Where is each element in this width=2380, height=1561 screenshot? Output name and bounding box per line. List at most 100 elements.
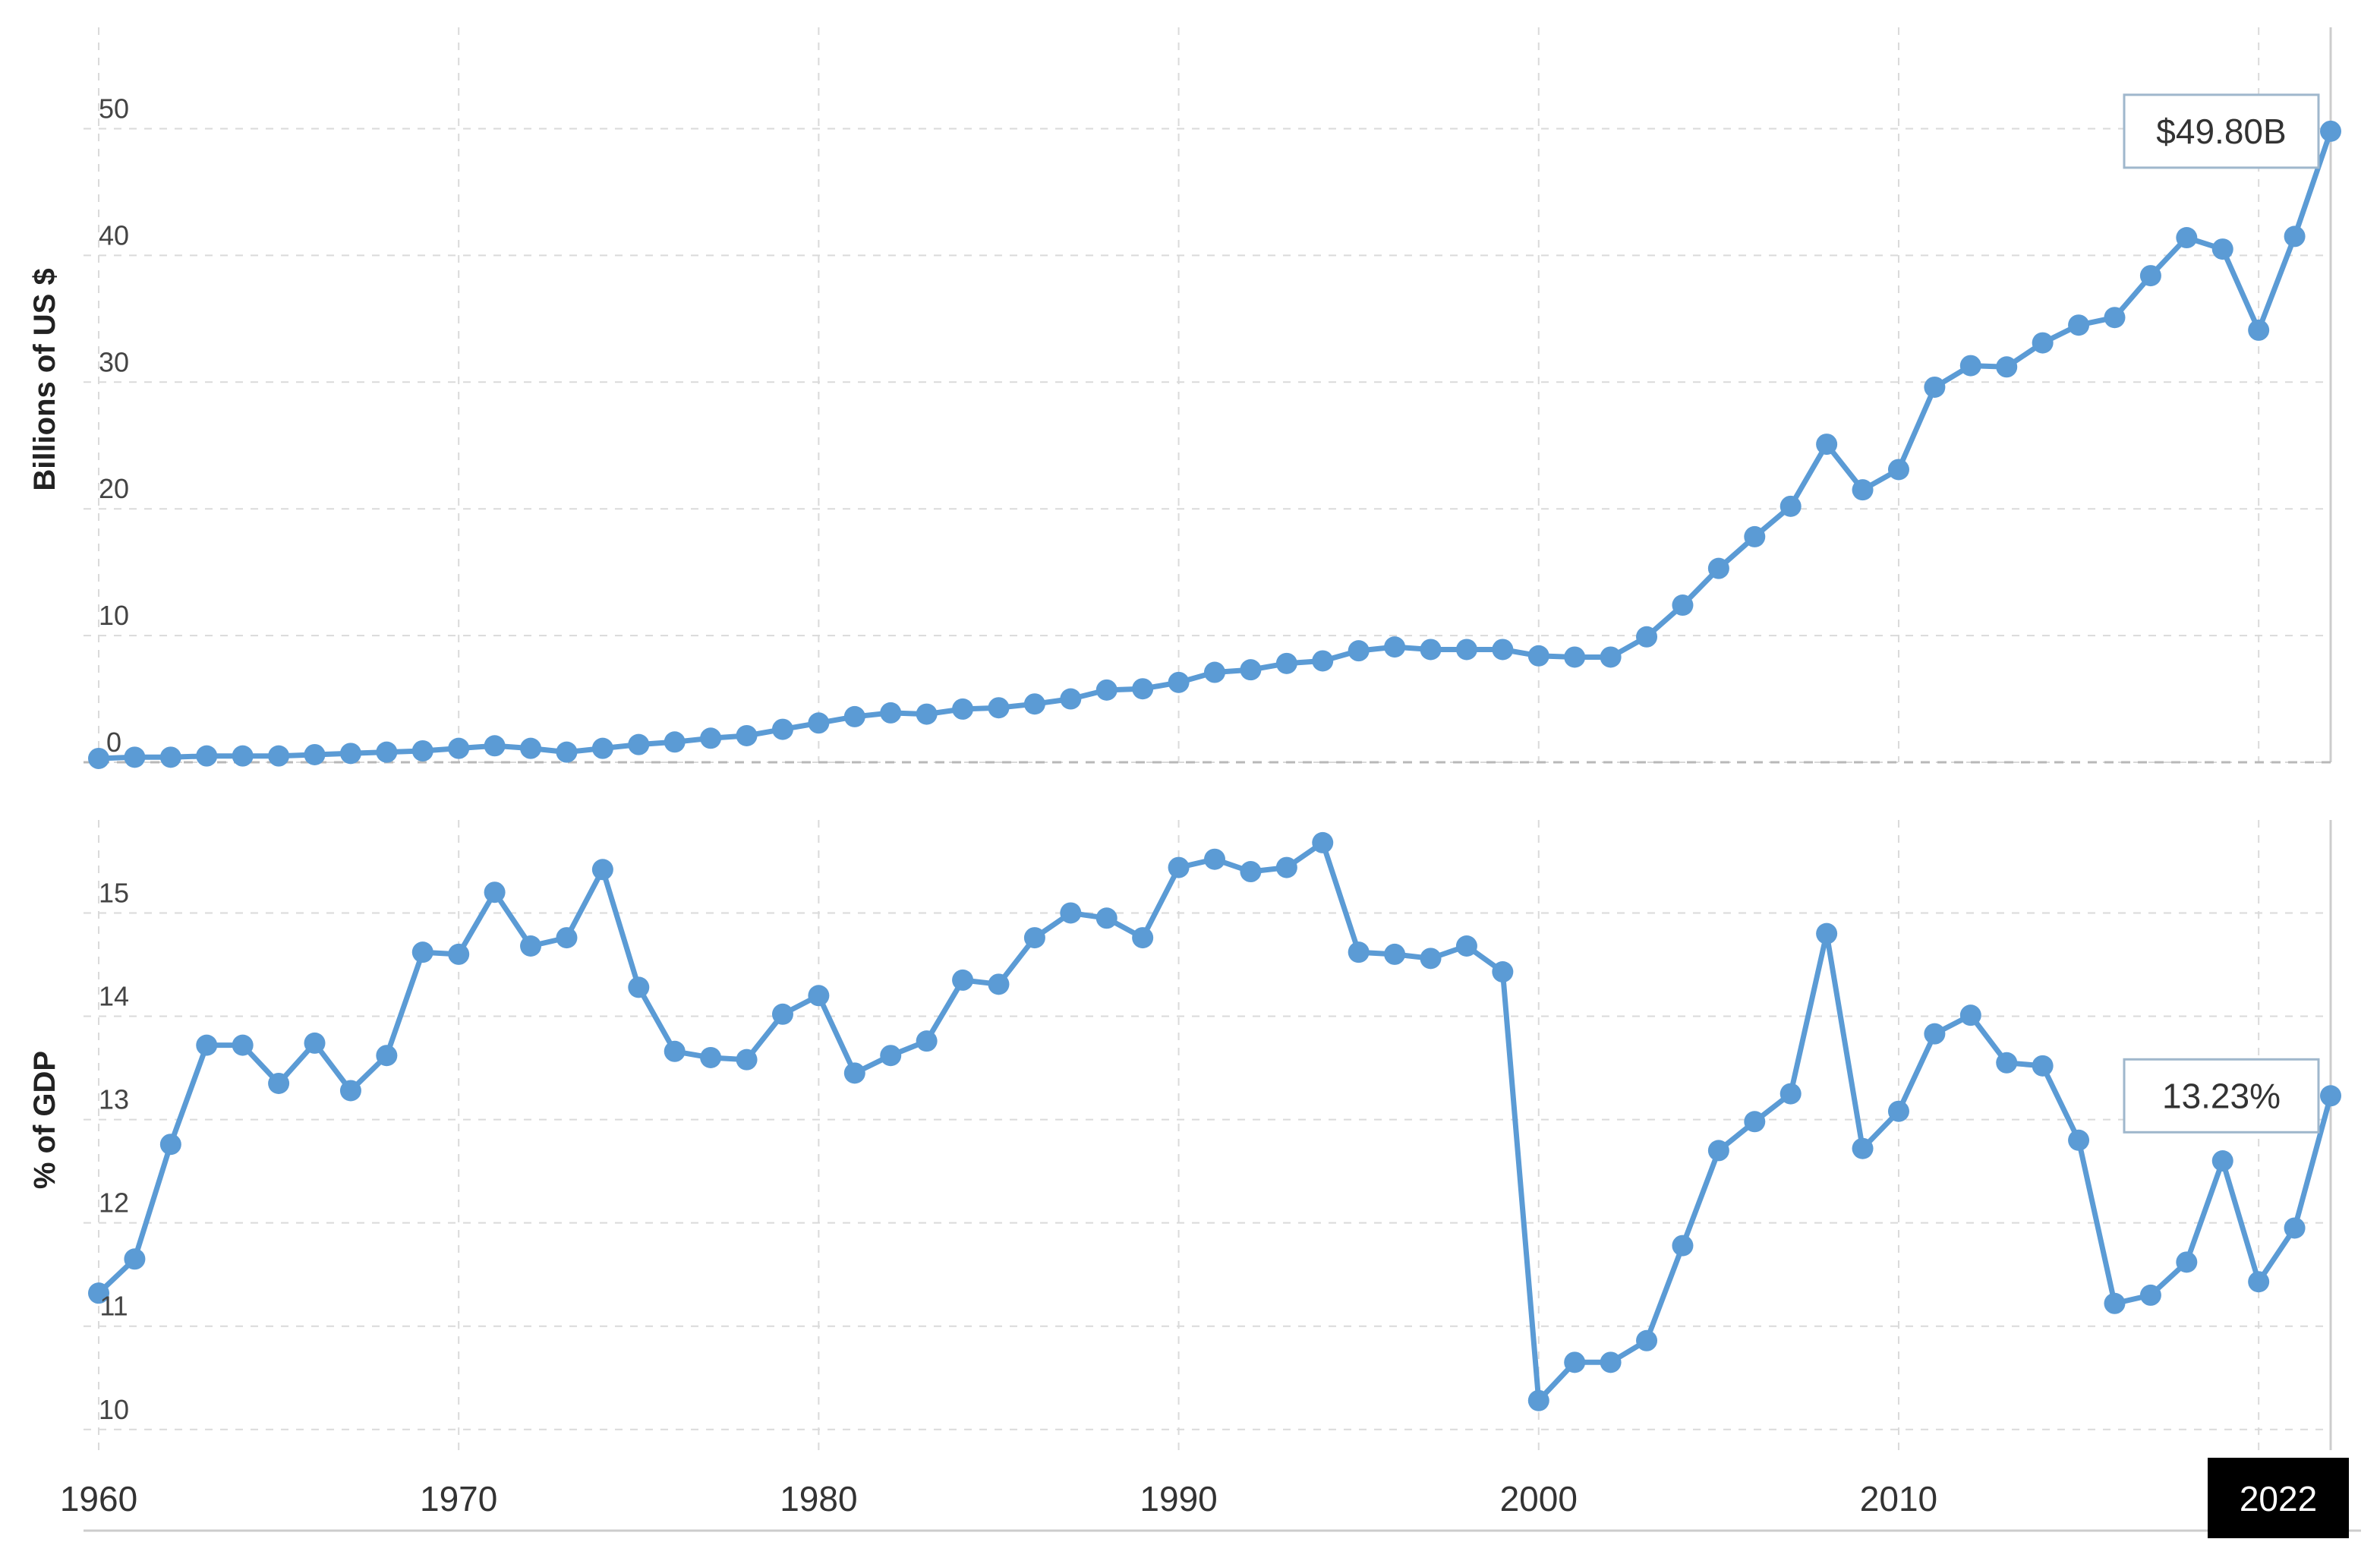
billions-point-2022 — [2320, 120, 2341, 142]
gdp-pct-point-1976 — [664, 1040, 686, 1062]
billions-point-1987 — [1060, 688, 1082, 710]
billions-point-1961 — [124, 746, 146, 768]
billions-point-1975 — [628, 733, 650, 755]
billions-point-1974 — [591, 737, 613, 759]
gdp-pct-point-1965 — [268, 1072, 290, 1094]
x-tick-label: 1970 — [420, 1479, 497, 1518]
x-tick-label: 1990 — [1140, 1479, 1217, 1518]
series-layer — [88, 120, 2341, 1411]
gdp-pct-ytick-label: 14 — [99, 981, 129, 1012]
gdp-pct-point-1970 — [448, 943, 470, 965]
gdp-pct-point-1988 — [1095, 907, 1117, 929]
gdp-pct-point-1993 — [1275, 856, 1297, 878]
axes-layer — [84, 27, 2361, 1532]
billions-point-1963 — [196, 745, 218, 767]
billions-point-1960 — [88, 747, 109, 769]
gdp-pct-point-2022 — [2320, 1085, 2341, 1107]
gdp-pct-point-2004 — [1672, 1235, 1694, 1257]
gdp-pct-point-1971 — [484, 881, 506, 903]
billions-point-2014 — [2032, 332, 2054, 354]
gdp-pct-callout-label: 13.23% — [2162, 1076, 2281, 1115]
billions-point-1973 — [556, 741, 578, 763]
gdp-pct-point-1960 — [88, 1282, 109, 1304]
gdp-pct-point-1986 — [1023, 927, 1045, 949]
gdp-pct-point-2000 — [1527, 1389, 1549, 1411]
grid-layer — [84, 27, 2331, 1450]
billions-point-1966 — [304, 743, 326, 765]
gdp-pct-ytick-label: 10 — [99, 1394, 129, 1425]
billions-ytick-label: 30 — [99, 346, 129, 377]
billions-point-1993 — [1275, 652, 1297, 674]
gdp-pct-point-1996 — [1384, 943, 1406, 965]
gdp-pct-point-2015 — [2068, 1129, 2090, 1151]
gdp-pct-point-1968 — [376, 1045, 398, 1067]
gdp-pct-point-2020 — [2248, 1271, 2270, 1293]
billions-point-2010 — [1887, 459, 1909, 481]
gdp-pct-point-2019 — [2211, 1150, 2233, 1172]
gdp-pct-point-1978 — [736, 1049, 758, 1071]
gdp-pct-point-1983 — [916, 1030, 938, 1052]
gdp-pct-point-2009 — [1852, 1137, 1874, 1159]
billions-point-1981 — [843, 705, 865, 727]
billions-point-2008 — [1816, 434, 1838, 456]
billions-point-2012 — [1959, 355, 1981, 377]
billions-point-1983 — [916, 703, 938, 725]
billions-point-1977 — [700, 727, 722, 749]
billions-point-1962 — [159, 746, 181, 768]
billions-point-1982 — [880, 702, 902, 724]
billions-point-2004 — [1672, 594, 1694, 617]
labels-layer: 0 10 20 30 40 50 Billions of US $ $49.80B 10 11 12… — [28, 93, 2349, 1538]
gdp-pct-point-1972 — [520, 935, 542, 957]
billions-point-1991 — [1204, 661, 1225, 683]
billions-ytick-label: 0 — [106, 727, 121, 758]
gdp-pct-point-2006 — [1744, 1111, 1766, 1133]
billions-point-1999 — [1492, 639, 1514, 661]
gdp-pct-ytick-label: 12 — [99, 1187, 129, 1219]
billions-point-1978 — [736, 724, 758, 746]
gdp-pct-point-1969 — [411, 941, 433, 963]
gdp-pct-point-1982 — [880, 1045, 902, 1067]
gdp-pct-point-2003 — [1636, 1329, 1658, 1351]
billions-point-1976 — [664, 731, 686, 753]
billions-point-1998 — [1455, 639, 1477, 661]
billions-callout-label: $49.80B — [2156, 112, 2286, 151]
gdp-pct-point-2014 — [2032, 1055, 2054, 1077]
billions-point-1965 — [268, 745, 290, 767]
gdp-pct-point-2021 — [2284, 1217, 2306, 1239]
billions-point-2013 — [1996, 356, 2018, 378]
billions-point-1970 — [448, 737, 470, 759]
billions-point-1979 — [771, 718, 793, 740]
gdp-pct-point-1973 — [556, 927, 578, 949]
gdp-pct-axis-title: % of GDP — [28, 1051, 61, 1189]
gdp-pct-point-1994 — [1312, 831, 1334, 853]
gdp-pct-ytick-label: 11 — [99, 1291, 128, 1322]
gdp-pct-point-2013 — [1996, 1052, 2018, 1074]
billions-point-1964 — [232, 745, 254, 767]
billions-point-1995 — [1348, 640, 1370, 662]
billions-point-1972 — [520, 737, 542, 759]
billions-ytick-label: 40 — [99, 219, 129, 251]
x-highlight-box — [2208, 1458, 2349, 1538]
gdp-pct-point-1984 — [952, 969, 974, 991]
billions-point-2020 — [2248, 319, 2270, 341]
billions-point-2003 — [1636, 626, 1658, 648]
gdp-pct-point-1961 — [124, 1248, 146, 1270]
billions-axis-title: Billions of US $ — [28, 268, 61, 490]
billions-point-1997 — [1420, 639, 1442, 661]
gdp-pct-callout-box — [2123, 1058, 2320, 1134]
billions-point-1990 — [1168, 671, 1190, 693]
billions-callout-box — [2123, 93, 2320, 169]
gdp-pct-point-2012 — [1959, 1004, 1981, 1026]
billions-point-2006 — [1744, 525, 1766, 547]
gdp-pct-ytick-label: 13 — [99, 1084, 129, 1115]
billions-point-1992 — [1240, 659, 1262, 681]
billions-point-1968 — [376, 741, 398, 763]
gdp-pct-point-1991 — [1204, 848, 1225, 870]
x-tick-label: 1960 — [60, 1479, 137, 1518]
gdp-pct-point-2018 — [2176, 1251, 2198, 1273]
billions-point-2017 — [2139, 265, 2161, 287]
billions-point-2019 — [2211, 238, 2233, 260]
gdp-pct-point-1967 — [339, 1080, 361, 1102]
